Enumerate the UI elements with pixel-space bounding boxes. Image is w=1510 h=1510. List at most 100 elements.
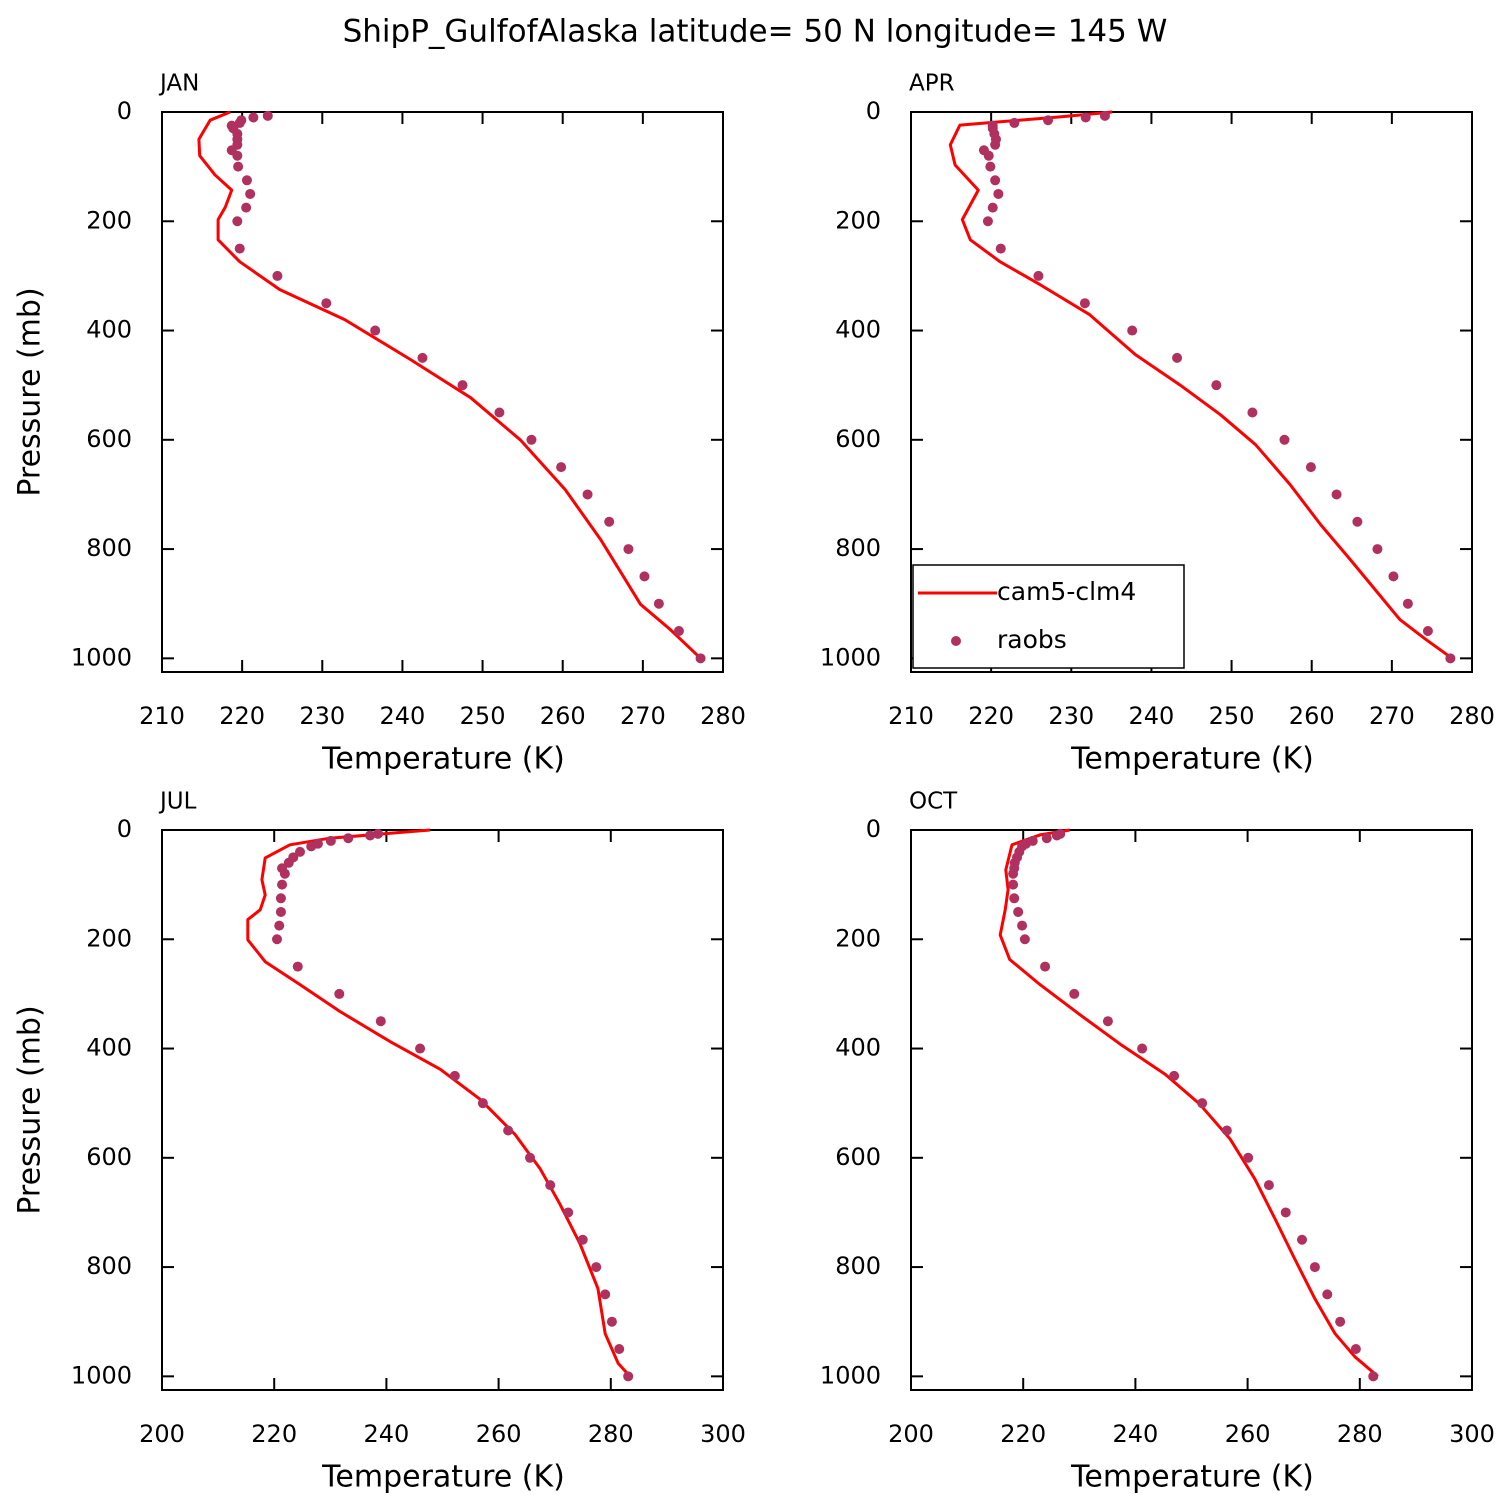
y-axis-label: Pressure (mb) (13, 287, 48, 496)
x-tick-label: 220 (251, 1420, 297, 1448)
obs-point (563, 1207, 574, 1218)
figure-title: ShipP_GulfofAlaska latitude= 50 N longit… (343, 14, 1168, 50)
obs-point (1280, 1207, 1291, 1218)
y-tick-label: 600 (835, 1143, 881, 1171)
obs-point (275, 906, 286, 917)
x-tick-label: 260 (540, 702, 586, 730)
obs-point (241, 202, 252, 213)
obs-point (370, 325, 381, 336)
panel-title: JAN (158, 71, 199, 97)
obs-point (1102, 1016, 1113, 1027)
obs-point (604, 516, 615, 527)
obs-point (1008, 879, 1019, 890)
x-tick-label: 200 (139, 1420, 185, 1448)
obs-point (262, 110, 273, 121)
obs-point (653, 598, 664, 609)
x-tick-label: 210 (888, 702, 934, 730)
x-tick-label: 280 (700, 702, 746, 730)
x-tick-label: 260 (1225, 1420, 1271, 1448)
obs-point (1169, 1070, 1180, 1081)
obs-point (494, 407, 505, 418)
x-tick-label: 220 (219, 702, 265, 730)
obs-point (1221, 1125, 1232, 1136)
obs-point (1033, 270, 1044, 281)
x-tick-label: 220 (1000, 1420, 1046, 1448)
x-tick-label: 200 (888, 1420, 934, 1448)
obs-point (985, 161, 996, 172)
panel: OCT 200 220 240 260 280 300 0 200 400 600 800 1000 Te… (820, 789, 1495, 1495)
legend-label: cam5-clm4 (997, 577, 1136, 606)
y-tick-label: 0 (117, 815, 132, 843)
obs-point (343, 833, 354, 844)
y-tick-label: 1000 (820, 643, 881, 671)
plot-frame (161, 111, 724, 673)
y-tick-label: 600 (86, 1143, 132, 1171)
obs-point (234, 243, 245, 254)
obs-point (1322, 1289, 1333, 1300)
obs-point (1372, 544, 1383, 555)
y-tick-label: 200 (835, 924, 881, 952)
obs-point (1422, 626, 1433, 637)
obs-point (233, 161, 244, 172)
y-tick-label: 800 (86, 1252, 132, 1280)
obs-point (545, 1180, 556, 1191)
obs-point (1297, 1234, 1308, 1245)
x-tick-label: 240 (363, 1420, 409, 1448)
y-tick-label: 800 (835, 534, 881, 562)
obs-point (606, 1316, 617, 1327)
obs-point (334, 988, 345, 999)
panel-title: APR (909, 71, 955, 97)
obs-point (1040, 961, 1051, 972)
obs-point (1051, 830, 1062, 841)
panel: JUL 200 220 240 260 280 300 0 200 400 600 800 1000 Te… (13, 789, 746, 1495)
obs-point (1017, 920, 1028, 931)
obs-point (1043, 115, 1054, 126)
y-tick-label: 1000 (71, 643, 132, 671)
obs-point (525, 1152, 536, 1163)
obs-point (1013, 906, 1024, 917)
obs-point (241, 175, 252, 186)
obs-point (375, 1016, 386, 1027)
obs-point (245, 188, 256, 199)
y-axis-label: Pressure (mb) (13, 1005, 48, 1214)
obs-point (673, 626, 684, 637)
x-tick-label: 300 (1449, 1420, 1495, 1448)
obs-point (321, 298, 332, 309)
obs-point (1197, 1098, 1208, 1109)
obs-point (279, 868, 290, 879)
obs-point (1009, 117, 1020, 128)
model-line (197, 110, 702, 660)
obs-point (983, 150, 994, 161)
obs-point (1079, 298, 1090, 309)
obs-point (1331, 489, 1342, 500)
obs-point (1309, 1262, 1320, 1273)
y-tick-label: 1000 (820, 1361, 881, 1389)
obs-point (577, 1234, 588, 1245)
y-tick-label: 600 (835, 425, 881, 453)
y-tick-label: 0 (866, 815, 881, 843)
x-axis-label: Temperature (K) (321, 742, 565, 777)
obs-point (449, 1070, 460, 1081)
obs-point (277, 879, 288, 890)
obs-point (272, 270, 283, 281)
obs-point (623, 544, 634, 555)
x-tick-label: 220 (968, 702, 1014, 730)
plot-frame (910, 829, 1473, 1391)
obs-point (1080, 112, 1091, 123)
obs-point (1402, 598, 1413, 609)
y-tick-label: 400 (835, 1034, 881, 1062)
obs-point (1305, 462, 1316, 473)
y-tick-label: 1000 (71, 1361, 132, 1389)
obs-point (1247, 407, 1258, 418)
obs-point (417, 352, 428, 363)
obs-point (1335, 1316, 1346, 1327)
obs-point (987, 202, 998, 213)
obs-point (1243, 1152, 1254, 1163)
obs-point (639, 571, 650, 582)
obs-point (272, 934, 283, 945)
model-line (246, 828, 632, 1378)
obs-point (1019, 934, 1030, 945)
x-axis-label: Temperature (K) (1070, 1460, 1314, 1495)
x-tick-label: 280 (1449, 702, 1495, 730)
